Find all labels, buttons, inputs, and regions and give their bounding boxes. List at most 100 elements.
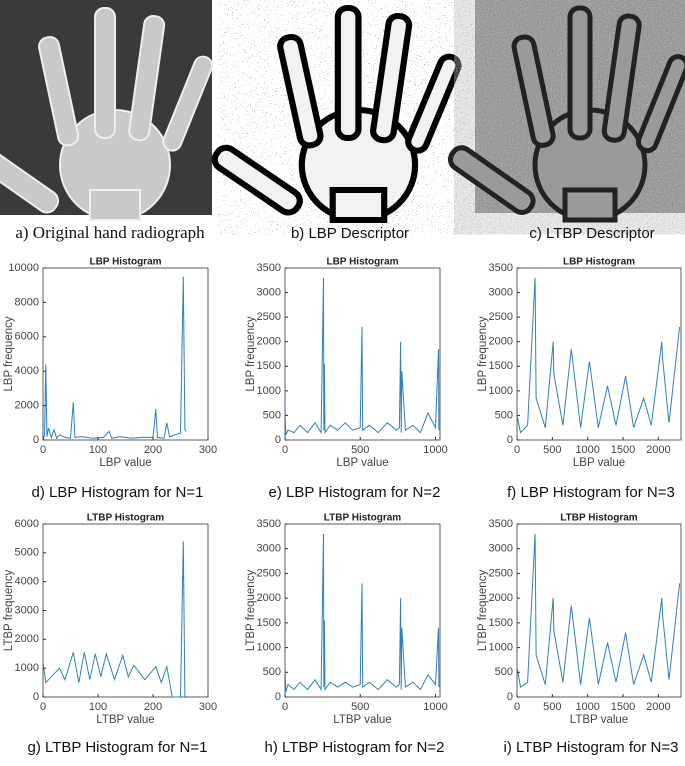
x-tick-label: 0 — [282, 444, 288, 456]
y-tick-label: 0 — [33, 434, 39, 446]
x-tick-label: 1000 — [575, 701, 599, 713]
plot-area — [516, 523, 682, 698]
caption: i) LTBP Histogram for N=3 — [504, 739, 679, 756]
x-axis-label: LBP value — [573, 457, 625, 469]
y-axis-label: LTBP frequency — [245, 570, 257, 652]
caption: b) LBP Descriptor — [291, 225, 409, 242]
chart-title: LTBP Histogram — [87, 513, 165, 524]
x-tick-label: 300 — [199, 444, 217, 456]
x-tick-label: 0 — [40, 701, 46, 713]
y-tick-label: 10000 — [8, 262, 39, 274]
caption: d) LBP Histogram for N=1 — [32, 484, 204, 501]
image-c — [447, 0, 685, 220]
x-axis-label: LTBP value — [333, 714, 391, 726]
y-tick-label: 8000 — [15, 296, 39, 308]
y-axis-label: LTBP frequency — [3, 570, 15, 652]
y-tick-label: 500 — [495, 666, 513, 678]
chart-title: LBP Histogram — [563, 257, 635, 268]
histogram-line — [42, 276, 187, 441]
y-tick-label: 1000 — [489, 641, 513, 653]
y-tick-label: 4000 — [15, 365, 39, 377]
y-tick-label: 3000 — [489, 543, 513, 555]
histogram-line — [42, 541, 186, 698]
chart: 0 500 1000 1500 2000 0 500 1000 1500 2000 2500 3000… — [477, 513, 682, 756]
image-b — [211, 0, 462, 220]
x-tick-label: 0 — [514, 444, 520, 456]
y-tick-label: 1000 — [257, 641, 281, 653]
x-tick-label: 2000 — [646, 444, 670, 456]
y-tick-label: 1000 — [15, 662, 39, 674]
x-tick-label: 300 — [199, 701, 217, 713]
y-tick-label: 6000 — [15, 518, 39, 530]
x-axis-label: LBP value — [99, 457, 151, 469]
caption: a) Original hand radiograph — [15, 223, 205, 242]
histogram-line — [284, 277, 440, 436]
y-tick-label: 1000 — [257, 385, 281, 397]
x-tick-label: 1000 — [423, 444, 447, 456]
y-tick-label: 2500 — [257, 567, 281, 579]
x-tick-label: 200 — [144, 701, 162, 713]
y-tick-label: 2000 — [15, 633, 39, 645]
x-tick-label: 500 — [543, 444, 561, 456]
y-tick-label: 3500 — [257, 262, 281, 274]
y-axis-label: LBP frequency — [477, 316, 489, 391]
y-tick-label: 3500 — [489, 262, 513, 274]
y-tick-label: 2000 — [489, 592, 513, 604]
chart: 0 500 1000 0 500 1000 1500 2000 2500 3000 3500 LTBP… — [245, 513, 448, 756]
y-tick-label: 2500 — [489, 311, 513, 323]
y-tick-label: 0 — [33, 691, 39, 703]
y-tick-label: 3000 — [257, 543, 281, 555]
y-tick-label: 2000 — [257, 336, 281, 348]
y-tick-label: 3500 — [489, 518, 513, 530]
x-tick-label: 200 — [144, 444, 162, 456]
x-tick-label: 500 — [351, 701, 369, 713]
image-a — [0, 0, 216, 221]
x-tick-label: 1000 — [423, 701, 447, 713]
chart: 0 100 200 300 0 2000 4000 6000 8000 10000 LBP Hist… — [3, 257, 217, 501]
y-tick-label: 3500 — [257, 518, 281, 530]
y-tick-label: 4000 — [15, 576, 39, 588]
y-tick-label: 1500 — [257, 617, 281, 629]
caption: g) LTBP Histogram for N=1 — [28, 739, 208, 756]
y-tick-label: 1500 — [489, 617, 513, 629]
caption: e) LBP Histogram for N=2 — [269, 484, 441, 501]
x-tick-label: 500 — [351, 444, 369, 456]
y-tick-label: 3000 — [257, 286, 281, 298]
y-tick-label: 500 — [263, 409, 281, 421]
x-tick-label: 500 — [543, 701, 561, 713]
y-tick-label: 1500 — [257, 360, 281, 372]
x-axis-label: LTBP value — [96, 714, 154, 726]
y-axis-label: LBP frequency — [245, 316, 257, 391]
x-tick-label: 0 — [514, 701, 520, 713]
y-tick-label: 2500 — [257, 311, 281, 323]
plot-area — [516, 267, 682, 441]
x-tick-label: 0 — [40, 444, 46, 456]
y-tick-label: 2000 — [257, 592, 281, 604]
y-tick-label: 5000 — [15, 547, 39, 559]
chart-title: LTBP Histogram — [324, 513, 402, 524]
y-tick-label: 0 — [507, 691, 513, 703]
x-tick-label: 100 — [89, 444, 107, 456]
y-axis-label: LBP frequency — [3, 316, 15, 391]
x-tick-label: 2000 — [646, 701, 670, 713]
x-tick-label: 1000 — [575, 444, 599, 456]
y-tick-label: 3000 — [15, 604, 39, 616]
x-tick-label: 100 — [89, 701, 107, 713]
y-tick-label: 0 — [275, 691, 281, 703]
y-tick-label: 2500 — [489, 567, 513, 579]
chart-title: LTBP Histogram — [560, 513, 638, 524]
caption: f) LBP Histogram for N=3 — [507, 484, 675, 501]
y-tick-label: 500 — [263, 666, 281, 678]
y-tick-label: 1000 — [489, 385, 513, 397]
y-tick-label: 0 — [507, 434, 513, 446]
x-axis-label: LTBP value — [570, 714, 628, 726]
y-tick-label: 2000 — [15, 400, 39, 412]
y-tick-label: 2000 — [489, 336, 513, 348]
y-axis-label: LTBP frequency — [477, 570, 489, 652]
caption: h) LTBP Histogram for N=2 — [265, 739, 445, 756]
histogram-line — [516, 533, 681, 688]
y-tick-label: 1500 — [489, 360, 513, 372]
chart-title: LBP Histogram — [326, 257, 398, 268]
